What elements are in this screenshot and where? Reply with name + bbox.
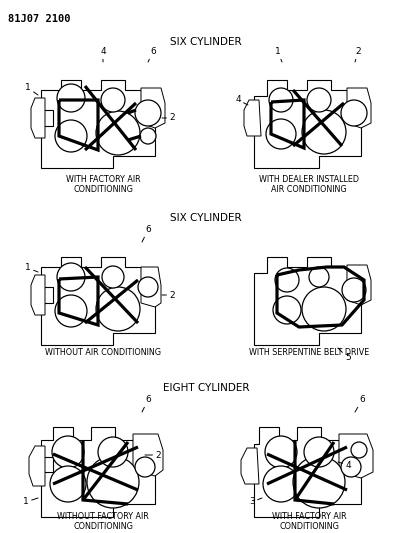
Text: WITH FACTORY AIR
CONDITIONING: WITH FACTORY AIR CONDITIONING [66,175,140,195]
Circle shape [307,88,331,112]
Polygon shape [141,267,161,307]
Text: WITHOUT AIR CONDITIONING: WITHOUT AIR CONDITIONING [45,348,161,357]
Circle shape [351,442,367,458]
Text: 2: 2 [355,47,361,62]
Text: WITHOUT FACTORY AIR
CONDITIONING: WITHOUT FACTORY AIR CONDITIONING [57,512,149,531]
Circle shape [304,437,334,467]
Circle shape [96,111,140,155]
Polygon shape [31,98,45,138]
Text: SIX CYLINDER: SIX CYLINDER [170,213,242,223]
Polygon shape [31,275,45,315]
Text: WITH SERPENTINE BELT DRIVE: WITH SERPENTINE BELT DRIVE [249,348,369,357]
Circle shape [96,287,140,331]
Text: 6: 6 [355,395,365,412]
Polygon shape [41,257,155,345]
Text: 1: 1 [275,47,282,62]
Polygon shape [254,427,361,517]
Polygon shape [41,80,155,168]
Polygon shape [254,257,361,345]
Circle shape [275,268,299,292]
Text: 2: 2 [145,450,161,459]
Text: EIGHT CYLINDER: EIGHT CYLINDER [163,383,249,393]
Circle shape [52,436,84,468]
Circle shape [98,437,128,467]
Circle shape [269,88,293,112]
Circle shape [135,100,161,126]
Polygon shape [254,80,361,168]
Circle shape [266,119,296,149]
Polygon shape [41,427,155,517]
Circle shape [273,296,301,324]
Text: 3: 3 [249,497,262,506]
Text: 4: 4 [100,47,106,62]
Circle shape [87,456,139,508]
Text: 4: 4 [235,95,248,105]
Polygon shape [347,88,371,128]
Polygon shape [339,434,373,478]
Text: 6: 6 [142,225,151,242]
Text: 81J07 2100: 81J07 2100 [8,14,70,24]
Circle shape [265,436,297,468]
Circle shape [263,466,299,502]
Circle shape [57,263,85,291]
Circle shape [293,456,345,508]
Circle shape [138,277,158,297]
Circle shape [55,120,87,152]
Circle shape [302,287,346,331]
Circle shape [135,457,155,477]
Circle shape [55,295,87,327]
Circle shape [342,278,366,302]
Text: SIX CYLINDER: SIX CYLINDER [170,37,242,47]
Circle shape [341,457,361,477]
Circle shape [57,84,85,112]
Text: WITH FACTORY AIR
CONDITIONING: WITH FACTORY AIR CONDITIONING [272,512,346,531]
Text: 2: 2 [162,114,175,123]
Text: 4: 4 [338,461,351,470]
Circle shape [302,110,346,154]
Circle shape [101,88,125,112]
Text: 2: 2 [162,290,175,300]
Circle shape [50,466,86,502]
Circle shape [102,266,124,288]
Polygon shape [29,446,45,486]
Text: 6: 6 [142,395,151,412]
Polygon shape [347,265,371,305]
Text: 1: 1 [25,263,38,272]
Polygon shape [141,88,165,128]
Text: 1: 1 [23,497,38,506]
Text: 6: 6 [148,47,156,62]
Circle shape [140,128,156,144]
Circle shape [341,100,367,126]
Text: 5: 5 [338,348,351,362]
Text: 1: 1 [25,84,38,95]
Polygon shape [133,434,163,476]
Polygon shape [244,100,261,136]
Circle shape [309,267,329,287]
Polygon shape [241,448,259,484]
Text: WITH DEALER INSTALLED
AIR CONDITIONING: WITH DEALER INSTALLED AIR CONDITIONING [259,175,359,195]
